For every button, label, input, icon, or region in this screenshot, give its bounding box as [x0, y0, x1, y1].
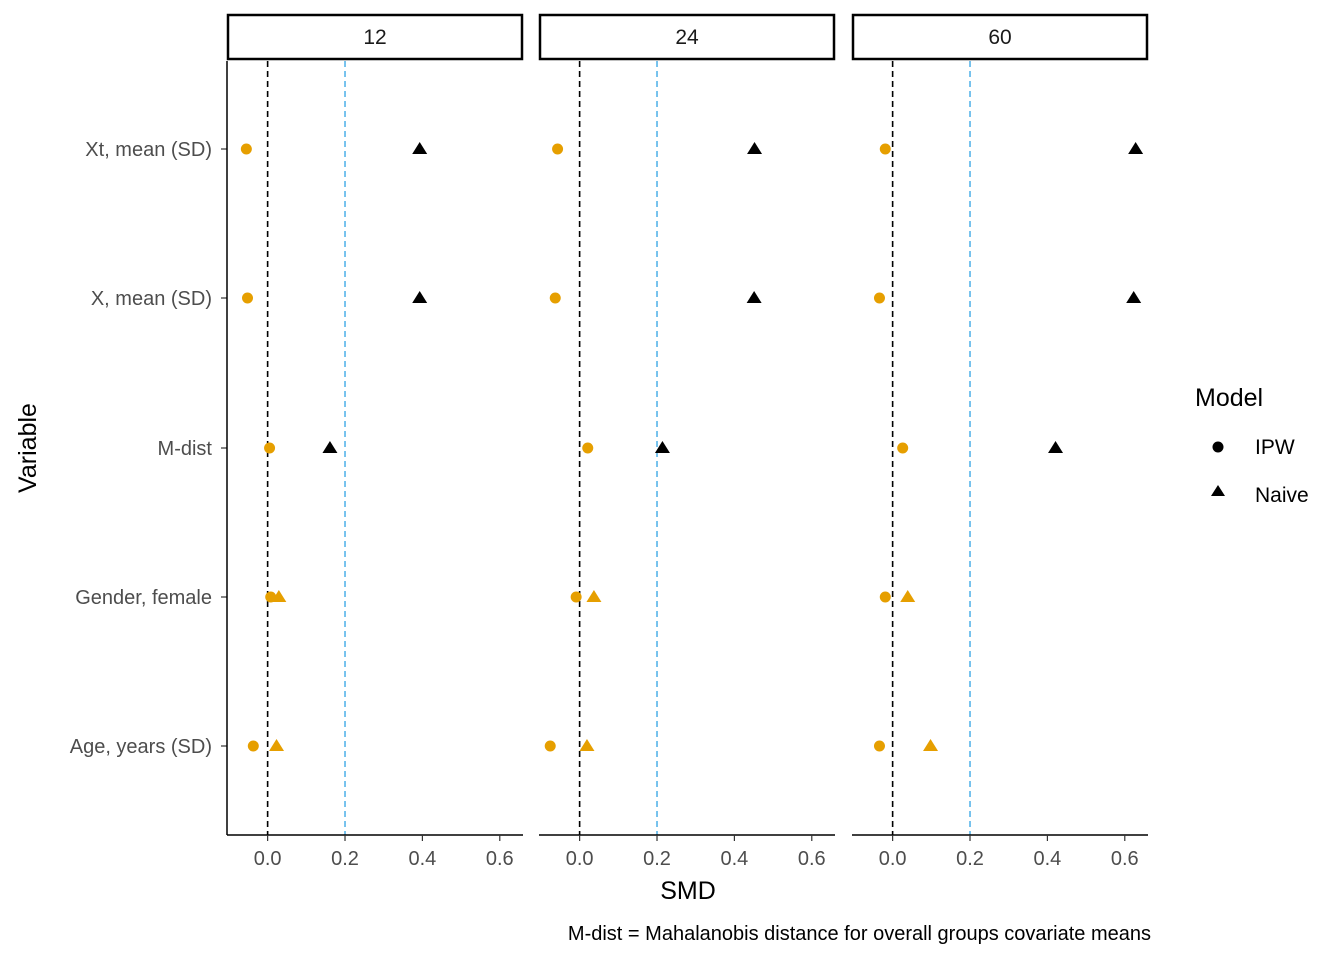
y-tick-label: Xt, mean (SD): [85, 139, 212, 161]
point-naive: [269, 739, 285, 751]
x-tick-label: 0.4: [720, 848, 748, 870]
point-ipw: [544, 740, 556, 752]
point-ipw: [242, 292, 254, 304]
facet-panel-24: 24 0.0 0.2 0.4 0.6: [538, 13, 836, 870]
point-ipw: [570, 591, 582, 603]
legend-ipw-circle-icon: [1212, 441, 1224, 453]
x-tick-label: 0.2: [331, 848, 359, 870]
point-ipw: [879, 591, 891, 603]
point-ipw: [549, 292, 561, 304]
y-axis-title: Variable: [14, 403, 42, 493]
legend: Model IPW Naive: [1195, 384, 1309, 507]
point-naive: [1126, 291, 1142, 303]
facet-strip-label: 60: [988, 26, 1011, 49]
point-naive: [654, 441, 670, 453]
chart-caption: M-dist = Mahalanobis distance for overal…: [568, 923, 1151, 945]
y-tick-label: M-dist: [158, 438, 213, 460]
x-tick-label: 0.2: [956, 848, 984, 870]
point-ipw: [873, 740, 885, 752]
point-ipw: [247, 740, 259, 752]
legend-label-naive: Naive: [1255, 484, 1309, 507]
facet-strip: [226, 13, 524, 61]
point-ipw: [879, 143, 891, 155]
point-naive: [923, 739, 939, 751]
y-axis: Xt, mean (SD) X, mean (SD) M-dist Gender, f…: [70, 61, 228, 835]
y-tick-label: Age, years (SD): [70, 736, 212, 758]
point-naive: [747, 142, 763, 154]
y-tick-label: Gender, female: [75, 587, 212, 609]
point-ipw: [240, 143, 252, 155]
facet-strip-label: 24: [675, 26, 699, 49]
x-axis-title: SMD: [660, 877, 716, 905]
point-ipw: [582, 442, 594, 454]
x-tick-label: 0.0: [879, 848, 907, 870]
facet-strip: [851, 13, 1149, 61]
facet-panel-12: 12 0.0 0.2 0.4 0.6: [226, 13, 524, 870]
point-naive: [412, 291, 428, 303]
x-tick-label: 0.6: [798, 848, 826, 870]
facet-panel-60: 60 0.0 0.2 0.4 0.6: [851, 13, 1149, 870]
x-tick-label: 0.4: [1033, 848, 1061, 870]
legend-naive-triangle-icon: [1211, 485, 1225, 496]
point-naive: [579, 739, 595, 751]
point-ipw: [552, 143, 564, 155]
point-naive: [586, 590, 602, 602]
facet-panels: 12 0.0 0.2 0.4 0.6 24 0.0 0.2 0.4 0.6 60 0.0 0.2 0.4 0…: [226, 13, 1149, 870]
point-naive: [271, 590, 287, 602]
point-ipw: [897, 442, 909, 454]
y-tick-label: X, mean (SD): [91, 288, 212, 310]
legend-title: Model: [1195, 384, 1263, 412]
point-naive: [322, 441, 338, 453]
x-tick-label: 0.0: [566, 848, 594, 870]
x-tick-label: 0.2: [643, 848, 671, 870]
point-naive: [900, 590, 916, 602]
facet-strip-label: 12: [363, 26, 386, 49]
point-naive: [746, 291, 762, 303]
x-tick-label: 0.6: [486, 848, 514, 870]
point-ipw: [873, 292, 885, 304]
facet-strip: [538, 13, 836, 61]
x-tick-label: 0.4: [408, 848, 436, 870]
legend-label-ipw: IPW: [1255, 436, 1295, 459]
point-naive: [412, 142, 428, 154]
x-tick-label: 0.6: [1111, 848, 1139, 870]
point-ipw: [264, 442, 276, 454]
point-naive: [1128, 142, 1144, 154]
x-tick-label: 0.0: [254, 848, 282, 870]
point-naive: [1048, 441, 1064, 453]
